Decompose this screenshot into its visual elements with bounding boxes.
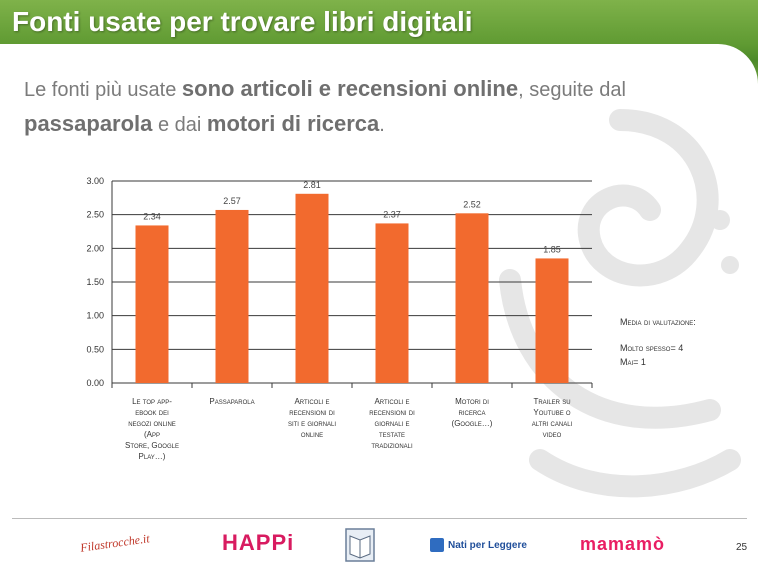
subtitle-bold-2: passaparola <box>24 111 153 136</box>
subtitle-text-4: . <box>379 114 385 136</box>
x-category-label-line: giornali e <box>374 419 410 428</box>
x-category-label-line: altri canali <box>531 419 573 428</box>
x-category-label-line: tradizionali <box>371 441 413 450</box>
bar <box>135 225 169 383</box>
x-category-label-line: Motori di <box>455 397 489 406</box>
bar <box>295 193 329 383</box>
bar-value-label: 2.34 <box>143 211 161 221</box>
y-tick-label: 1.00 <box>86 311 104 321</box>
y-tick-label: 2.50 <box>86 210 104 220</box>
x-category-label-line: recensioni di <box>289 408 335 417</box>
subtitle-text-3: e dai <box>152 114 207 136</box>
x-category-label: Le top app-ebook dei negozi online (App Sto… <box>112 396 192 462</box>
nati-per-leggere-icon <box>430 538 444 552</box>
x-category-label-line: video <box>542 430 562 439</box>
y-tick-label: 1.50 <box>86 277 104 287</box>
footer-divider <box>12 518 747 519</box>
book-logo-icon <box>345 528 375 562</box>
x-category-label: Passaparola <box>192 396 272 407</box>
x-category-label-line: negozi online <box>128 419 176 428</box>
bar-value-label: 2.81 <box>303 180 321 190</box>
y-tick-label: 3.00 <box>86 176 104 186</box>
y-tick-label: 2.00 <box>86 243 104 253</box>
x-category-label-line: Articoli e <box>374 397 410 406</box>
nati-per-leggere-logo: Nati per Leggere <box>430 538 527 552</box>
x-category-label-line: online <box>300 430 324 439</box>
rating-legend-max: Molto spesso= 4 <box>620 343 684 353</box>
y-tick-label: 0.00 <box>86 378 104 388</box>
decorative-swirl-icon <box>499 109 741 498</box>
x-category-label-line: Play…) <box>138 452 166 461</box>
bar <box>455 213 489 383</box>
x-category-label-line: testate <box>378 430 406 439</box>
rating-legend: Media di valutazione: Molto spesso= 4 Ma… <box>620 315 696 369</box>
bar <box>215 209 249 383</box>
x-category-label: Motori di ricerca (Google…) <box>432 396 512 429</box>
bar-value-label: 2.57 <box>223 196 241 206</box>
x-category-label-line: Articoli e <box>294 397 330 406</box>
slide-title: Fonti usate per trovare libri digitali <box>12 6 473 37</box>
x-category-label-line: Le top app- <box>132 397 172 406</box>
subtitle-bold-1: sono articoli e recensioni online <box>181 76 519 101</box>
x-category-label: Trailer su Youtube o altri canali video <box>512 396 592 440</box>
slide-subtitle: Le fonti più usate sono articoli e recen… <box>24 72 724 142</box>
bar-value-label: 2.52 <box>463 199 481 209</box>
x-category-label: Articoli e recensioni di giornali e testate… <box>352 396 432 451</box>
x-category-label-line: Trailer su <box>533 397 571 406</box>
bar-value-label: 2.37 <box>383 209 401 219</box>
x-category-label-line: ebook dei <box>135 408 169 417</box>
x-category-label-line: Store, Google <box>125 441 179 450</box>
bar <box>535 258 569 383</box>
x-category-label-line: recensioni di <box>369 408 415 417</box>
rating-legend-title: Media di valutazione: <box>620 317 696 327</box>
happi-logo: HAPPi <box>222 530 295 555</box>
x-category-label-line: (Google…) <box>451 419 493 428</box>
bar <box>375 223 409 383</box>
subtitle-text-2: , seguite dal <box>518 79 626 101</box>
bar-value-label: 1.85 <box>543 244 561 254</box>
x-category-label-line: Youtube o <box>533 408 571 417</box>
x-category-label-line: Passaparola <box>209 397 255 406</box>
y-tick-label: 0.50 <box>86 344 104 354</box>
x-category-label-line: siti e giornali <box>287 419 337 428</box>
subtitle-bold-3: motori di ricerca <box>206 111 380 136</box>
x-category-label-line: ricerca <box>458 408 486 417</box>
subtitle-text-1: Le fonti più usate <box>24 79 182 101</box>
mamamo-logo: mamamò <box>580 534 666 554</box>
x-category-label: Articoli e recensioni di siti e giornali on… <box>272 396 352 440</box>
page-number: 25 <box>736 542 748 553</box>
x-category-label-line: (App <box>143 430 160 439</box>
rating-legend-min: Mai= 1 <box>620 357 646 367</box>
